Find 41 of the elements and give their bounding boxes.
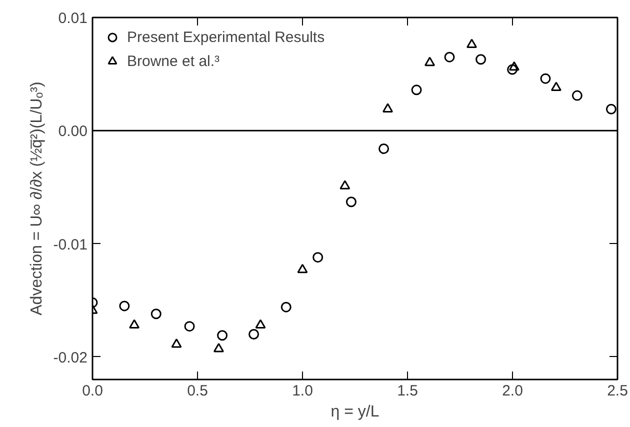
point bbox=[346, 196, 356, 208]
point bbox=[312, 252, 324, 263]
point bbox=[466, 38, 478, 48]
point bbox=[378, 143, 390, 154]
legend-label: Browne et al.³ bbox=[127, 52, 220, 70]
y-tick-label: -0.01 bbox=[53, 236, 88, 254]
point bbox=[248, 329, 260, 340]
point bbox=[171, 338, 182, 348]
point bbox=[340, 180, 350, 190]
x-tick-label: 1.0 bbox=[292, 382, 313, 400]
point bbox=[382, 103, 394, 112]
x-tick-label: 0.5 bbox=[187, 382, 208, 400]
x-tick-label: 0.0 bbox=[82, 382, 103, 400]
y-axis-title: Advection = U∞ ∂/∂x (½q̅²)(L/Uₒ³) bbox=[28, 82, 46, 316]
point bbox=[540, 73, 551, 84]
point bbox=[129, 319, 140, 329]
point bbox=[280, 302, 292, 312]
point bbox=[184, 321, 195, 332]
x-tick-label: 2.0 bbox=[502, 382, 523, 400]
point bbox=[213, 343, 224, 352]
point bbox=[550, 82, 562, 91]
point bbox=[255, 319, 266, 329]
point bbox=[508, 61, 520, 71]
point bbox=[150, 308, 162, 320]
legend-label: Present Experimental Results bbox=[127, 28, 325, 46]
point bbox=[606, 104, 616, 114]
point bbox=[572, 90, 582, 101]
point bbox=[297, 264, 308, 274]
y-tick-label: -0.02 bbox=[53, 349, 88, 366]
x-tick-label: 2.5 bbox=[607, 382, 628, 400]
x-axis-title: η = y/L bbox=[330, 404, 380, 420]
x-tick-label: 1.5 bbox=[397, 382, 418, 400]
point bbox=[444, 52, 455, 62]
point bbox=[507, 64, 518, 75]
point bbox=[411, 84, 422, 96]
y-tick-label: 0.00 bbox=[58, 123, 88, 140]
y-tick-label: 0.01 bbox=[58, 10, 88, 27]
point bbox=[476, 54, 486, 65]
point bbox=[217, 330, 228, 341]
point bbox=[119, 300, 130, 312]
point bbox=[424, 56, 436, 66]
